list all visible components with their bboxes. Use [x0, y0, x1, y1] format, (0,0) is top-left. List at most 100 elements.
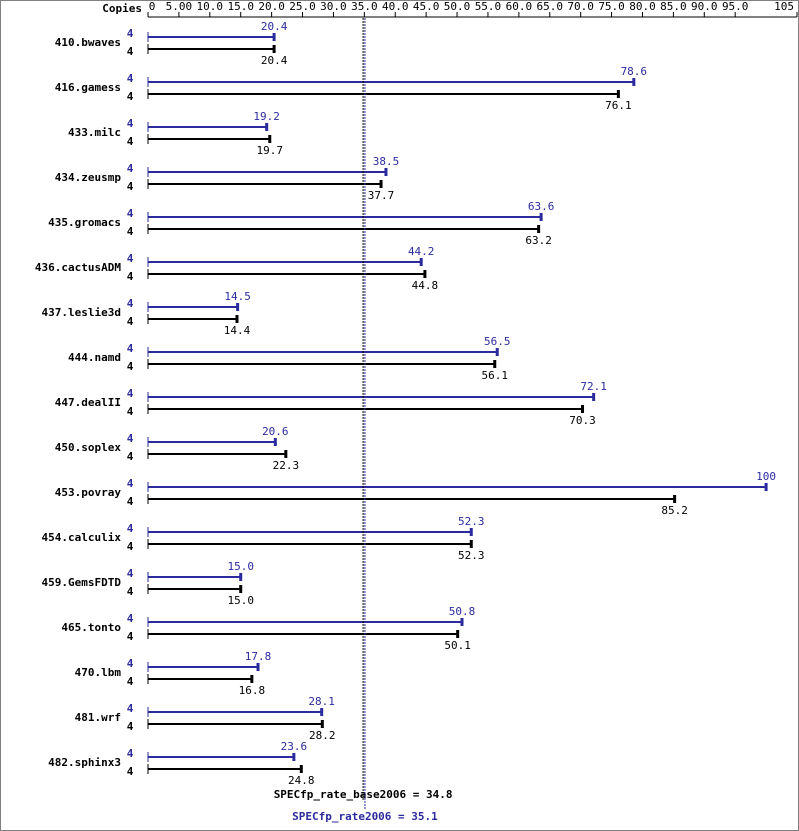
benchmark-name: 444.namd [68, 351, 121, 364]
copies: 4 [127, 360, 134, 373]
copies: 4 [127, 702, 134, 715]
x-tick-label: 5.00 [166, 0, 193, 13]
value-label: 50.1 [444, 639, 471, 652]
value-label: 85.2 [661, 504, 688, 517]
value-label: 22.3 [273, 459, 300, 472]
copies: 4 [127, 225, 134, 238]
value-label: 37.7 [368, 189, 395, 202]
x-tick-label: 85.0 [660, 0, 687, 13]
x-tick-label: 75.0 [598, 0, 625, 13]
x-tick-label: 35.0 [351, 0, 378, 13]
copies: 4 [127, 522, 134, 535]
reference-label: SPECfp_rate2006 = 35.1 [292, 810, 438, 823]
value-label: 72.1 [580, 380, 607, 393]
x-tick-label: 45.0 [413, 0, 440, 13]
benchmark-name: 447.dealII [55, 396, 121, 409]
copies: 4 [127, 270, 134, 283]
x-tick-label: 70.0 [567, 0, 594, 13]
value-label: 78.6 [621, 65, 648, 78]
value-label: 52.3 [458, 549, 485, 562]
benchmark-name: 433.milc [68, 126, 121, 139]
value-label: 16.8 [239, 684, 266, 697]
copies: 4 [127, 252, 134, 265]
copies: 4 [127, 315, 134, 328]
value-label: 28.2 [309, 729, 336, 742]
benchmark-name: 482.sphinx3 [48, 756, 121, 769]
x-tick-label: 40.0 [382, 0, 409, 13]
value-label: 15.0 [227, 560, 254, 573]
value-label: 14.4 [224, 324, 251, 337]
benchmark-name: 453.povray [55, 486, 122, 499]
copies: 4 [127, 90, 134, 103]
value-label: 20.4 [261, 20, 288, 33]
copies: 4 [127, 495, 134, 508]
value-label: 14.5 [224, 290, 251, 303]
copies: 4 [127, 342, 134, 355]
value-label: 76.1 [605, 99, 632, 112]
x-tick-label: 30.0 [320, 0, 347, 13]
benchmark-name: 436.cactusADM [35, 261, 121, 274]
copies: 4 [127, 630, 134, 643]
value-label: 50.8 [449, 605, 476, 618]
copies: 4 [127, 72, 134, 85]
copies: 4 [127, 585, 134, 598]
x-tick-label: 60.0 [506, 0, 533, 13]
benchmark-name: 437.leslie3d [42, 306, 121, 319]
copies: 4 [127, 612, 134, 625]
copies: 4 [127, 405, 134, 418]
x-tick-label: 10.0 [197, 0, 224, 13]
value-label: 70.3 [569, 414, 596, 427]
copies: 4 [127, 387, 134, 400]
x-tick-label: 50.0 [444, 0, 471, 13]
value-label: 19.7 [257, 144, 284, 157]
value-label: 19.2 [253, 110, 280, 123]
value-label: 15.0 [227, 594, 254, 607]
value-label: 44.8 [412, 279, 439, 292]
benchmark-name: 435.gromacs [48, 216, 121, 229]
copies: 4 [127, 117, 134, 130]
benchmark-name: 465.tonto [61, 621, 121, 634]
x-tick-label: 80.0 [629, 0, 656, 13]
copies: 4 [127, 567, 134, 580]
x-tick-label: 65.0 [537, 0, 564, 13]
value-label: 20.4 [261, 54, 288, 67]
value-label: 17.8 [245, 650, 272, 663]
x-tick-label: 15.0 [227, 0, 254, 13]
copies: 4 [127, 162, 134, 175]
copies: 4 [127, 657, 134, 670]
value-label: 24.8 [288, 774, 315, 787]
copies: 4 [127, 540, 134, 553]
x-tick-label: 25.0 [289, 0, 316, 13]
value-label: 20.6 [262, 425, 289, 438]
benchmark-name: 416.gamess [55, 81, 121, 94]
benchmark-name: 410.bwaves [55, 36, 121, 49]
copies: 4 [127, 720, 134, 733]
copies: 4 [127, 207, 134, 220]
value-label: 28.1 [308, 695, 335, 708]
copies: 4 [127, 675, 134, 688]
value-label: 52.3 [458, 515, 485, 528]
value-label: 63.6 [528, 200, 555, 213]
x-tick-label: 20.0 [258, 0, 285, 13]
value-label: 56.1 [482, 369, 509, 382]
value-label: 38.5 [373, 155, 400, 168]
copies: 4 [127, 477, 134, 490]
value-label: 23.6 [281, 740, 308, 753]
benchmark-name: 459.GemsFDTD [42, 576, 122, 589]
x-tick-label: 55.0 [475, 0, 502, 13]
copies: 4 [127, 450, 134, 463]
copies: 4 [127, 180, 134, 193]
x-tick-label: 105 [774, 0, 794, 13]
copies: 4 [127, 135, 134, 148]
value-label: 44.2 [408, 245, 435, 258]
copies: 4 [127, 45, 134, 58]
x-tick-label: 90.0 [691, 0, 718, 13]
copies: 4 [127, 432, 134, 445]
copies-label: Copies [102, 2, 142, 15]
benchmark-name: 470.lbm [75, 666, 122, 679]
value-label: 56.5 [484, 335, 511, 348]
copies: 4 [127, 27, 134, 40]
x-tick-label: 95.0 [722, 0, 749, 13]
